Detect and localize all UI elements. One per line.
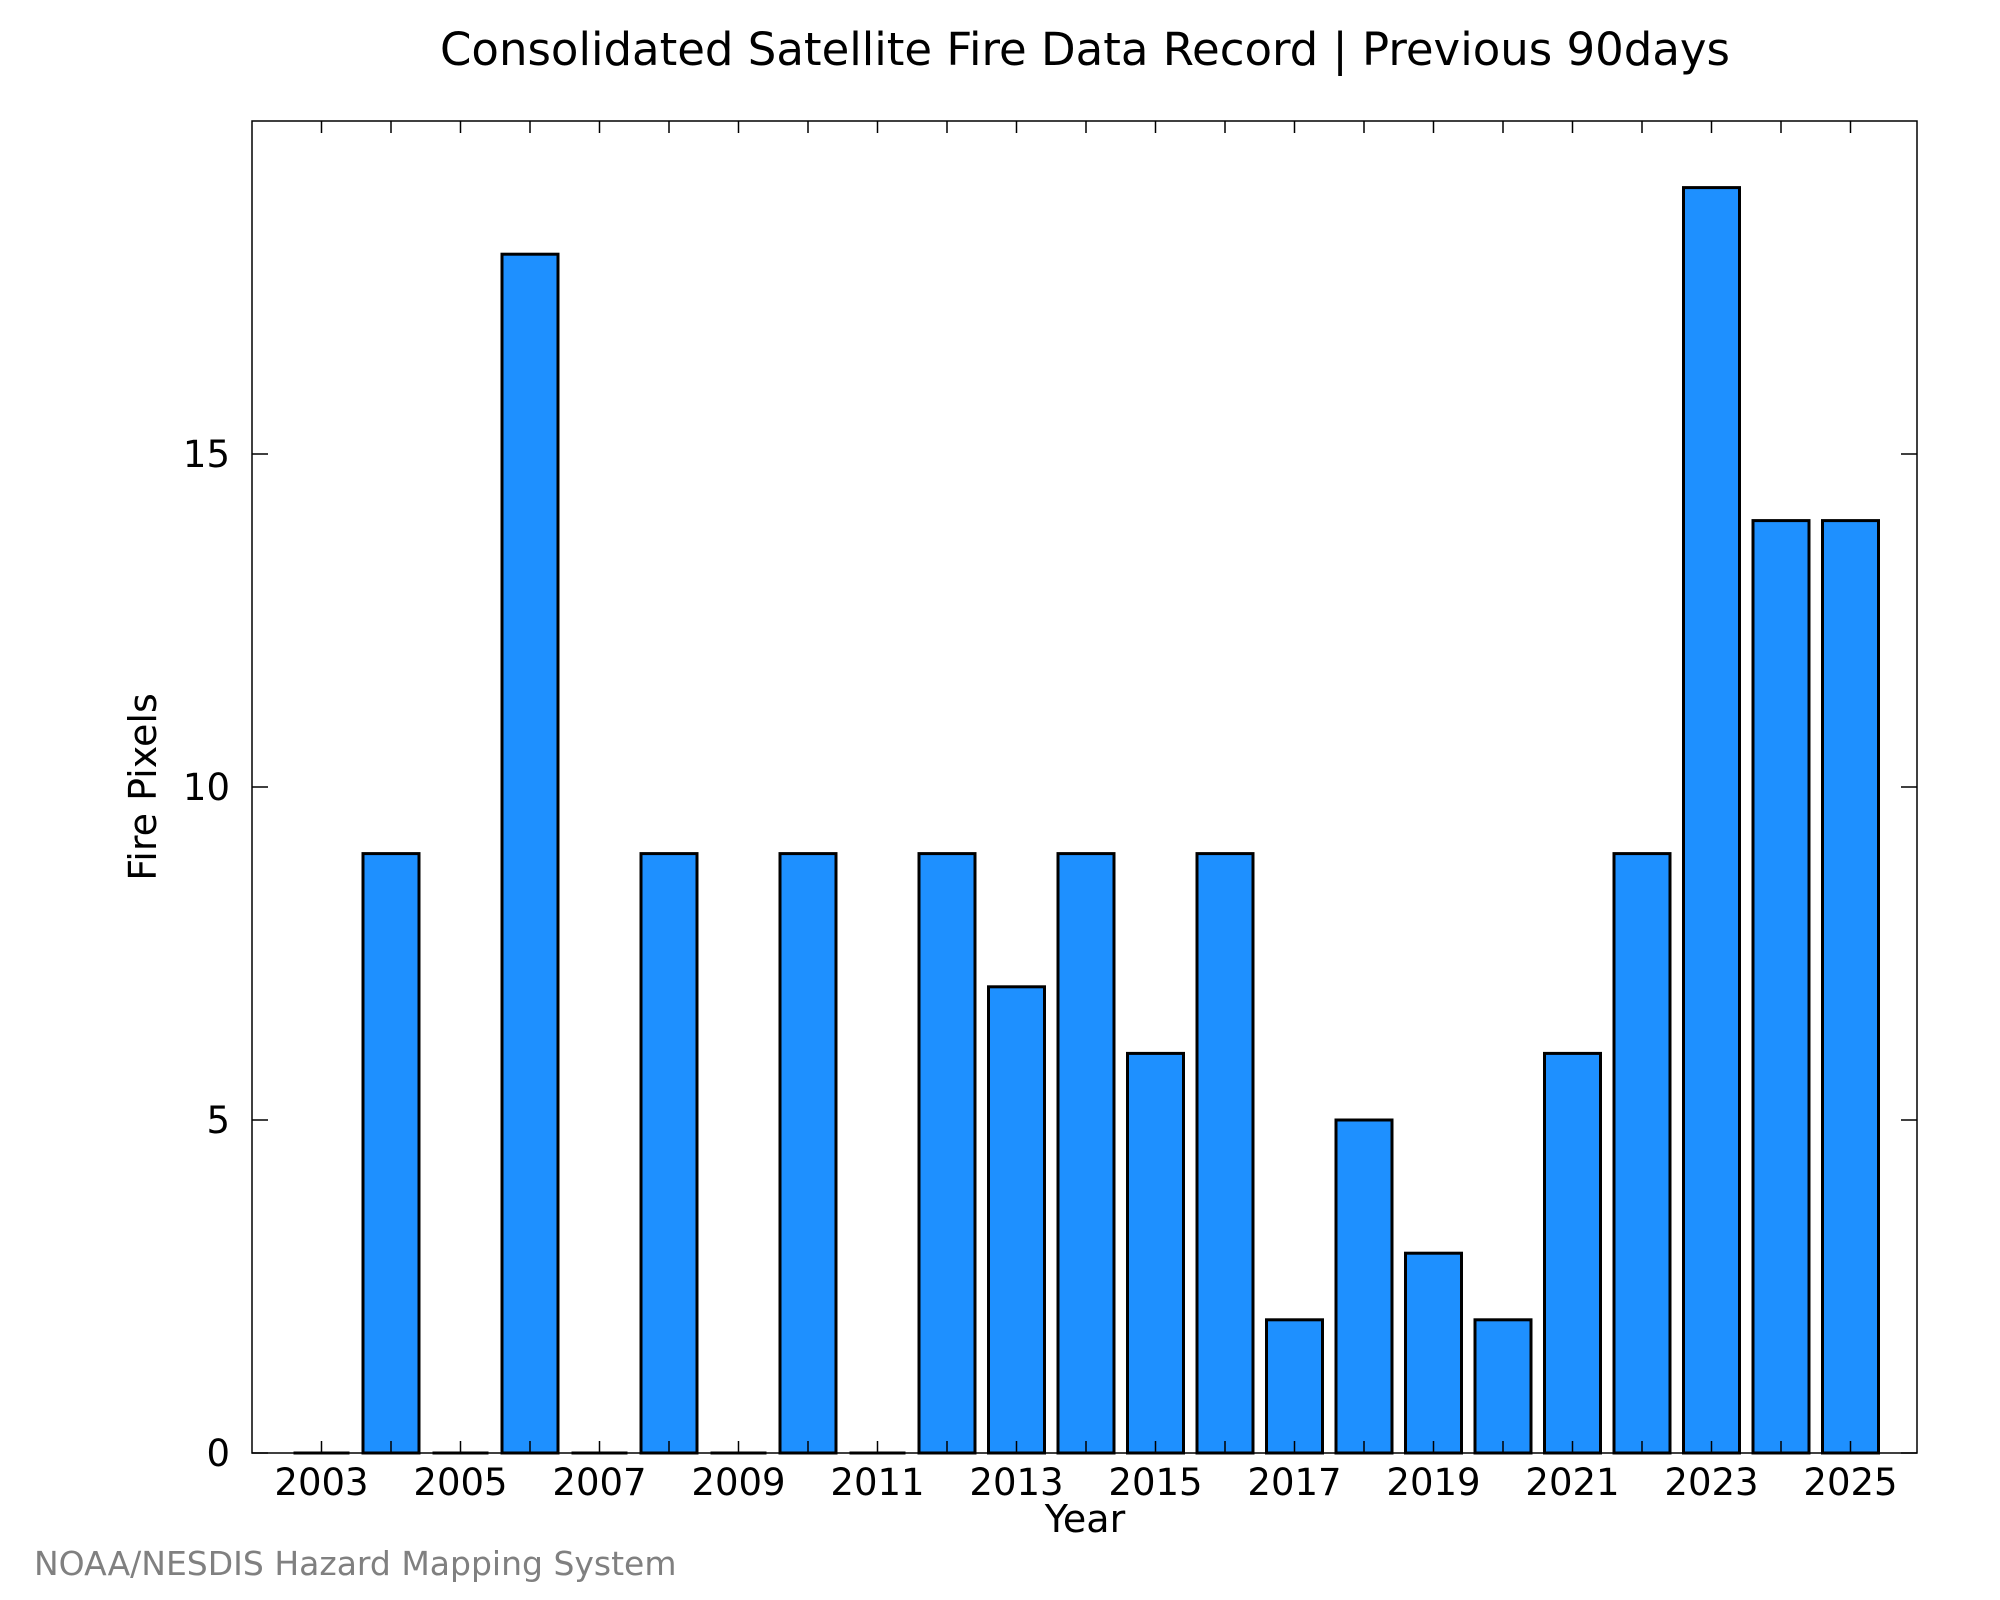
x-tick-label-2011: 2011 xyxy=(830,1461,924,1504)
y-axis-label: Fire Pixels xyxy=(121,693,165,881)
bar-2019 xyxy=(1404,1251,1463,1455)
ticks-layer xyxy=(252,121,1917,1454)
y-tick-label-15: 15 xyxy=(183,433,230,476)
y-tick-label-0: 0 xyxy=(206,1432,230,1475)
bar-2014 xyxy=(1056,852,1116,1455)
bar-2017 xyxy=(1265,1318,1324,1455)
labels-layer: 2003 2005 2007 2009 2011 2013 2015 2017 2019 2021… xyxy=(183,433,1898,1504)
bar-2020 xyxy=(1473,1318,1533,1455)
x-tick-label-2023: 2023 xyxy=(1664,1461,1758,1504)
bar-2025 xyxy=(1821,519,1880,1455)
bar-2012 xyxy=(917,852,977,1455)
bar-2016 xyxy=(1195,852,1255,1455)
bar-2021 xyxy=(1543,1051,1602,1455)
bar-2023 xyxy=(1682,186,1741,1455)
x-tick-label-2019: 2019 xyxy=(1386,1461,1480,1504)
bar-2004 xyxy=(361,852,421,1455)
bar-2015 xyxy=(1126,1051,1185,1455)
x-tick-label-2007: 2007 xyxy=(552,1461,646,1504)
x-tick-label-2017: 2017 xyxy=(1247,1461,1341,1504)
x-tick-label-2021: 2021 xyxy=(1525,1461,1619,1504)
x-axis-label: Year xyxy=(1044,1497,1126,1541)
bar-2010 xyxy=(778,852,838,1455)
plot-frame xyxy=(251,120,1918,1454)
credit-text: NOAA/NESDIS Hazard Mapping System xyxy=(34,1544,677,1583)
x-tick-label-2015: 2015 xyxy=(1108,1461,1202,1504)
chart-title: Consolidated Satellite Fire Data Record … xyxy=(440,23,1730,76)
y-tick-label-5: 5 xyxy=(206,1099,230,1142)
x-tick-label-2005: 2005 xyxy=(413,1461,507,1504)
bars-layer xyxy=(293,186,1880,1455)
bar-2008 xyxy=(639,852,699,1455)
bar-2013 xyxy=(987,985,1046,1455)
bar-2024 xyxy=(1751,519,1811,1455)
x-tick-label-2009: 2009 xyxy=(691,1461,785,1504)
x-tick-label-2025: 2025 xyxy=(1803,1461,1897,1504)
bar-2022 xyxy=(1612,852,1672,1455)
x-tick-label-2003: 2003 xyxy=(274,1461,368,1504)
bar-2006 xyxy=(500,252,560,1455)
x-tick-label-2013: 2013 xyxy=(969,1461,1063,1504)
bar-2018 xyxy=(1334,1118,1394,1455)
y-tick-label-10: 10 xyxy=(183,766,230,809)
